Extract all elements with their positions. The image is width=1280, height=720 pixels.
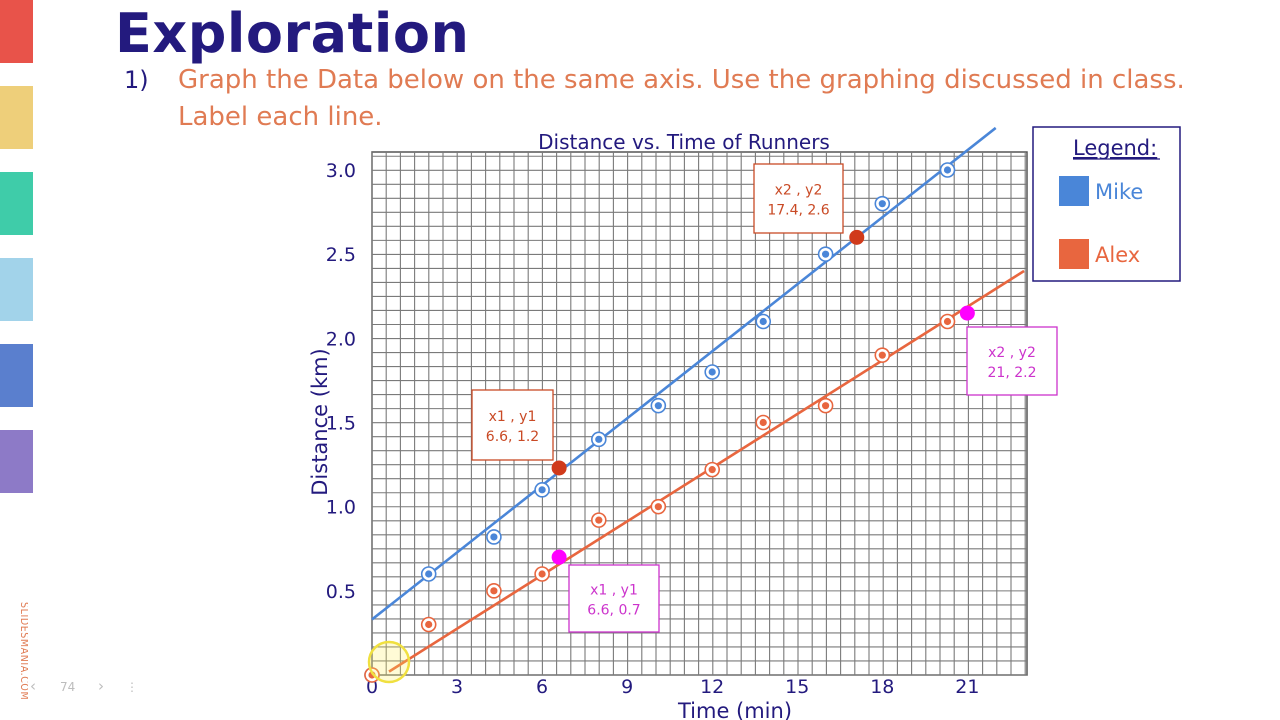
color-swatch xyxy=(0,172,33,235)
data-point-center xyxy=(538,570,546,578)
data-point-center xyxy=(654,402,662,410)
highlight-point xyxy=(959,305,975,321)
data-point-center xyxy=(490,533,498,541)
x-tick-label: 18 xyxy=(870,676,894,698)
annotation-label: x1 , y1 xyxy=(590,583,638,599)
x-tick-label: 12 xyxy=(700,676,724,698)
data-point-center xyxy=(654,503,662,511)
data-point-center xyxy=(878,200,886,208)
x-tick-label: 3 xyxy=(451,676,463,698)
annotation-value: 21, 2.2 xyxy=(988,365,1037,381)
data-point-center xyxy=(943,317,952,326)
annotation-value: 6.6, 1.2 xyxy=(486,429,539,445)
data-point-center xyxy=(943,166,952,174)
next-slide-icon[interactable]: › xyxy=(98,677,104,695)
question-number: 1) xyxy=(124,66,149,94)
annotation-box xyxy=(471,389,554,461)
annotation-label: x2 , y2 xyxy=(775,183,823,199)
y-tick-label: 3.0 xyxy=(326,160,356,182)
annotation-box xyxy=(966,326,1058,396)
annotation: x2 , y2 21, 2.2 xyxy=(959,305,1058,396)
page-number: 74 xyxy=(60,680,76,694)
annotation-value: 17.4, 2.6 xyxy=(767,203,829,219)
data-point-center xyxy=(822,250,830,258)
highlight-point xyxy=(551,549,567,565)
data-point-center xyxy=(708,368,716,376)
annotation: x2 , y2 17.4, 2.6 xyxy=(753,163,865,245)
annotation-box xyxy=(568,564,660,633)
annotation: x1 , y1 6.6, 1.2 xyxy=(471,389,567,476)
chart-axes: 0 3 6 9 12 15 18 210.51.01.52.02.53.0 xyxy=(326,160,980,698)
legend-swatch-alex xyxy=(1059,239,1089,269)
highlight-point xyxy=(849,229,865,245)
plot-area xyxy=(371,151,1028,676)
legend-label-mike: Mike xyxy=(1095,180,1143,204)
watermark-text: SLIDESMANIA.COM xyxy=(18,602,28,700)
fit-line-mike xyxy=(371,126,997,621)
y-tick-label: 0.5 xyxy=(326,581,356,603)
color-swatch xyxy=(0,258,33,321)
question-text: Graph the Data below on the same axis. U… xyxy=(178,65,1185,132)
highlight-point xyxy=(551,460,567,476)
y-tick-label: 1.5 xyxy=(326,413,356,435)
legend-box xyxy=(1032,126,1181,282)
annotation-box xyxy=(753,163,844,234)
y-tick-label: 2.5 xyxy=(326,244,356,266)
legend-label-alex: Alex xyxy=(1095,243,1140,267)
color-swatch xyxy=(0,86,33,149)
data-point-center xyxy=(759,418,767,427)
chart-legend: Legend: Mike Alex xyxy=(1032,126,1181,282)
chart-annotations: x1 , y1 6.6, 1.2 x2 , y2 17.4, 2.6 x1 , y1 6.… xyxy=(471,163,1058,633)
slide-navigation: ‹ 74 › ⋮ xyxy=(26,676,144,698)
cursor-highlight xyxy=(367,640,411,684)
legend-title: Legend: xyxy=(1073,136,1157,160)
y-tick-label: 2.0 xyxy=(326,328,356,350)
data-point-center xyxy=(595,516,603,524)
legend-swatch-mike xyxy=(1059,176,1089,206)
data-point-center xyxy=(822,402,830,410)
slide-title: Exploration xyxy=(115,2,470,65)
x-tick-label: 15 xyxy=(785,676,809,698)
data-point-center xyxy=(759,317,767,326)
x-axis-label: Time (min) xyxy=(677,699,792,720)
chart-grid xyxy=(371,151,1028,676)
data-point-center xyxy=(708,466,716,474)
x-tick-label: 6 xyxy=(536,676,548,698)
data-point-center xyxy=(490,587,498,595)
color-swatch xyxy=(0,344,33,407)
data-point-center xyxy=(425,570,433,578)
x-tick-label: 9 xyxy=(621,676,633,698)
annotation: x1 , y1 6.6, 0.7 xyxy=(551,549,660,633)
prev-slide-icon[interactable]: ‹ xyxy=(30,677,36,695)
annotation-label: x1 , y1 xyxy=(489,409,537,425)
annotation-label: x2 , y2 xyxy=(988,345,1036,361)
data-point-center xyxy=(878,351,886,359)
data-point-center xyxy=(425,620,433,629)
watermark: SLIDESMANIA.COM xyxy=(18,602,28,700)
x-tick-label: 21 xyxy=(955,676,979,698)
annotation-value: 6.6, 0.7 xyxy=(587,603,640,619)
menu-icon[interactable]: ⋮ xyxy=(126,680,138,694)
color-swatch xyxy=(0,0,33,63)
data-point-center xyxy=(595,435,603,443)
y-tick-label: 1.0 xyxy=(326,497,356,519)
data-point-center xyxy=(538,486,546,494)
y-axis-label: Distance (km) xyxy=(308,348,332,496)
chart-title: Distance vs. Time of Runners xyxy=(538,130,830,154)
color-swatch xyxy=(0,430,33,493)
